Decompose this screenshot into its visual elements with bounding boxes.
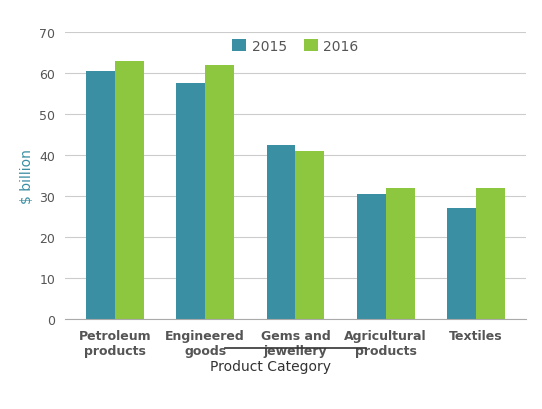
Bar: [115, 61, 144, 319]
Bar: [267, 145, 295, 319]
Bar: [476, 188, 505, 319]
Bar: [205, 65, 234, 319]
Bar: [357, 194, 386, 319]
Bar: [176, 84, 205, 319]
Y-axis label: $ billion: $ billion: [20, 148, 34, 203]
Bar: [295, 151, 324, 319]
Text: Product Category: Product Category: [210, 359, 332, 373]
Bar: [86, 72, 115, 319]
Bar: [447, 209, 476, 319]
Legend: 2015, 2016: 2015, 2016: [233, 40, 358, 54]
Bar: [386, 188, 415, 319]
